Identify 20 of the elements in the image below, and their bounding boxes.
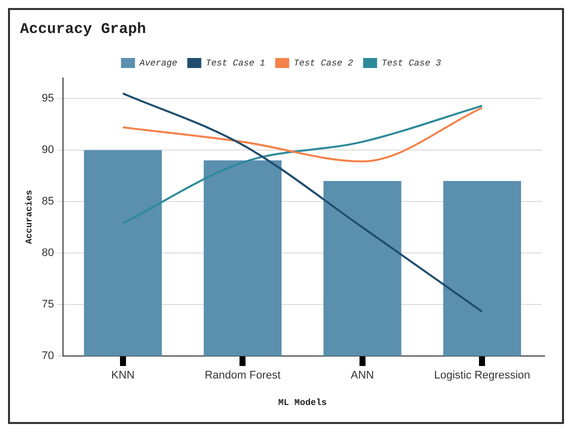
y-tick-label: 85 <box>42 196 54 208</box>
y-tick-label: 70 <box>42 350 54 362</box>
x-tick-label: KNN <box>111 370 135 382</box>
y-tick-label: 90 <box>42 144 54 156</box>
line-series <box>122 92 484 313</box>
x-tick-label: ANN <box>350 370 374 382</box>
y-axis-title: Accuracies <box>24 190 35 244</box>
legend-label: Test Case 3 <box>382 58 442 68</box>
y-tick-label: 80 <box>42 247 54 260</box>
line-series <box>122 106 484 162</box>
y-tick-label: 75 <box>42 298 54 311</box>
legend-label: Test Case 2 <box>294 58 354 68</box>
legend-label: Average <box>138 58 178 68</box>
x-axis-title: ML Models <box>278 398 327 408</box>
x-tick-label: Random Forest <box>204 370 281 382</box>
x-tick-label: Logistic Regression <box>434 370 530 382</box>
y-tick-label: 95 <box>42 92 54 105</box>
line-series <box>122 104 484 224</box>
chart-title: Accuracy Graph <box>20 20 146 38</box>
legend-label: Test Case 1 <box>206 58 266 68</box>
